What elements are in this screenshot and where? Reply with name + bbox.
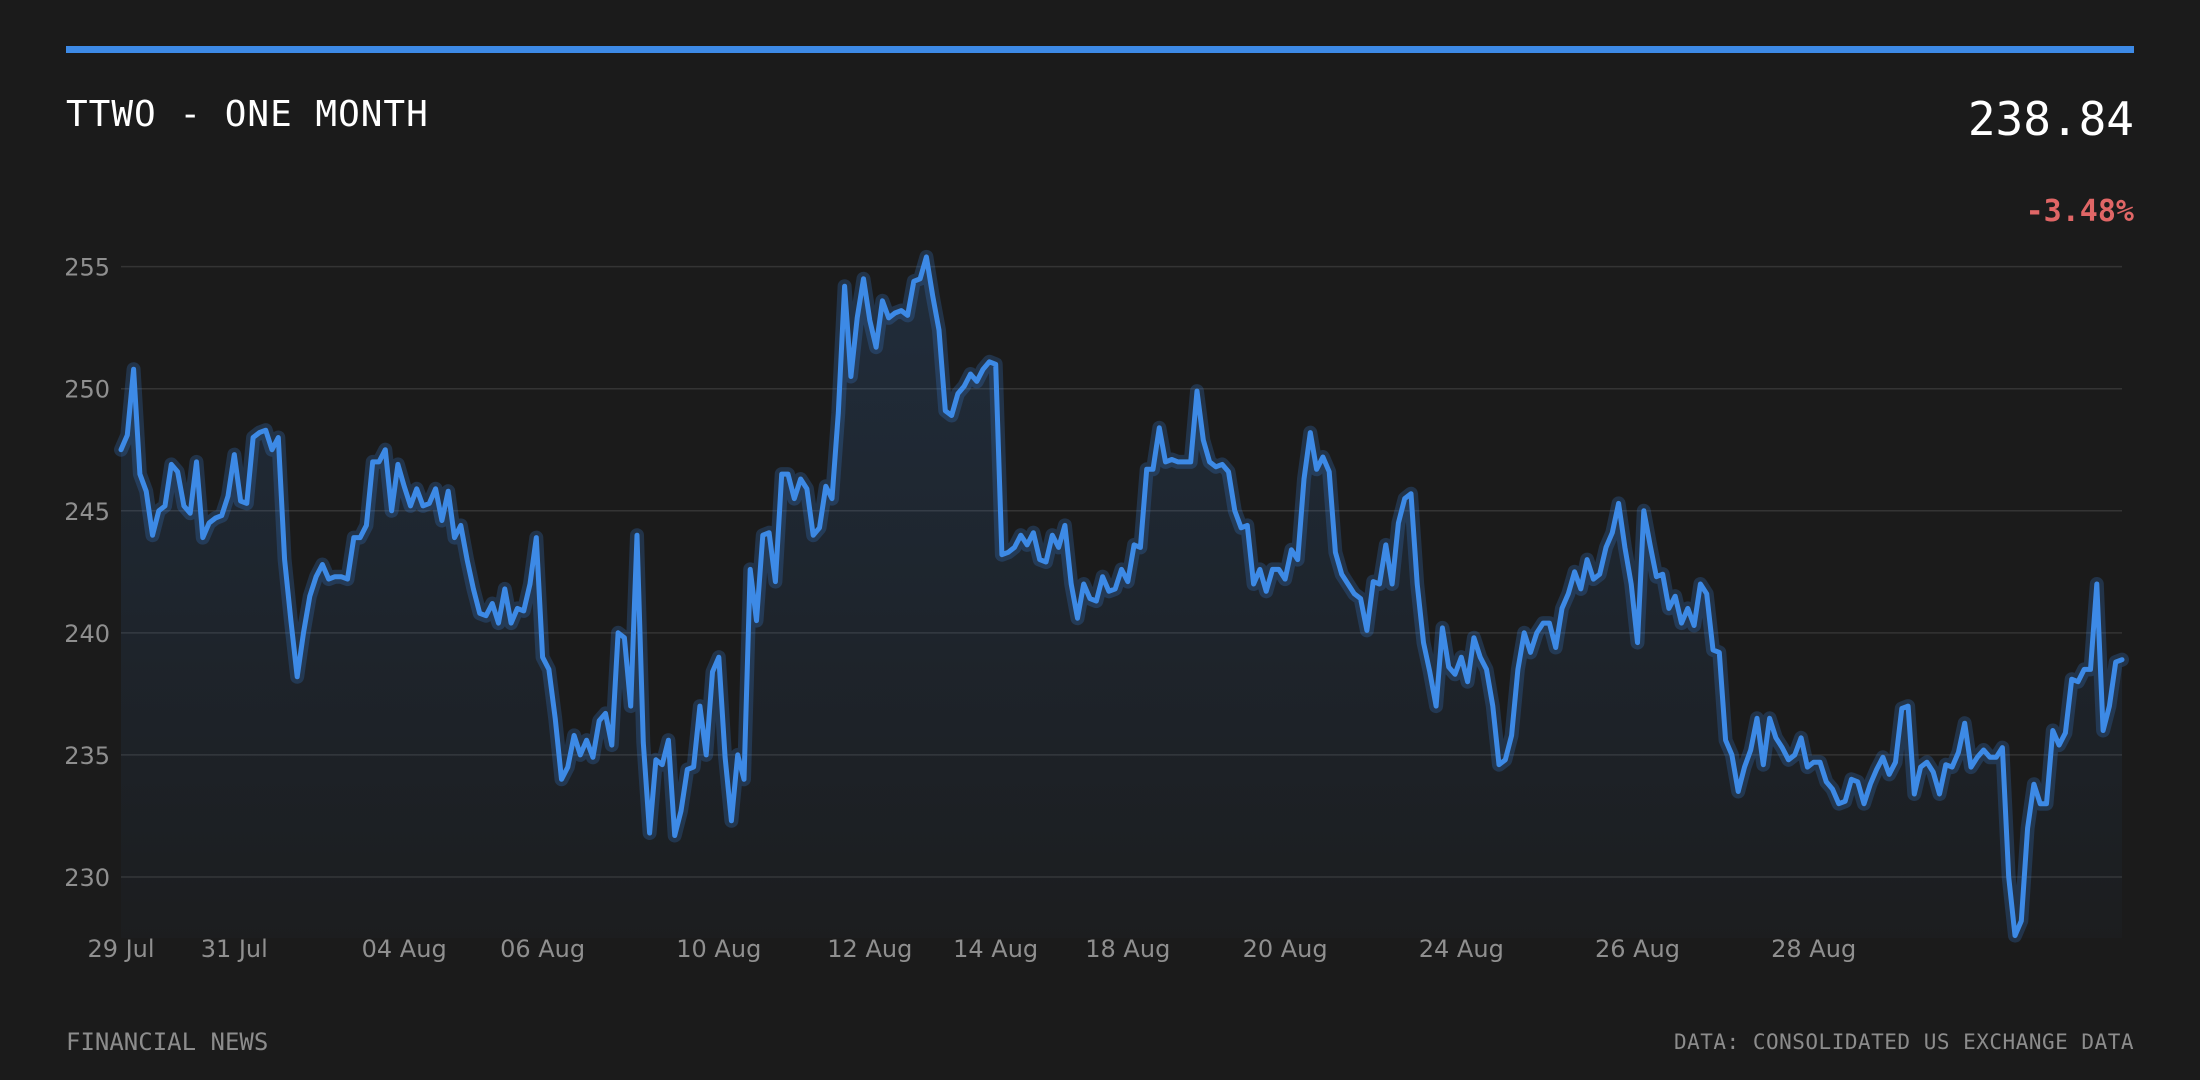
x-tick-label: 06 Aug [500,935,585,963]
price-area-fill [121,256,2122,938]
x-tick-label: 28 Aug [1771,935,1856,963]
x-tick-label: 29 Jul [87,935,154,963]
y-tick-label: 245 [64,498,110,526]
x-tick-label: 31 Jul [201,935,268,963]
footer-source-right: DATA: CONSOLIDATED US EXCHANGE DATA [1673,1030,2134,1054]
x-tick-label: 18 Aug [1085,935,1170,963]
x-tick-label: 14 Aug [953,935,1038,963]
x-tick-label: 04 Aug [362,935,447,963]
current-price: 238.84 [1967,92,2134,146]
x-tick-label: 26 Aug [1595,935,1680,963]
x-tick-label: 12 Aug [827,935,912,963]
price-line [118,254,2125,939]
x-tick-label: 20 Aug [1243,935,1328,963]
y-tick-label: 240 [64,620,110,648]
price-change: -3.48% [2025,194,2134,229]
chart-title: TTWO - ONE MONTH [66,94,429,135]
price-chart: 230 235 240 245 250 255 29 Jul 31 Jul 04 Aug 06 … [64,249,2129,963]
y-axis-labels: 230 235 240 245 250 255 [64,254,110,892]
y-tick-label: 235 [64,742,110,770]
y-tick-label: 255 [64,254,110,282]
x-axis-labels: 29 Jul 31 Jul 04 Aug 06 Aug 10 Aug 12 Aug 14 A… [87,935,1856,963]
x-tick-label: 10 Aug [676,935,761,963]
y-tick-label: 250 [64,376,110,404]
x-tick-label: 24 Aug [1419,935,1504,963]
accent-bar [66,46,2134,53]
y-tick-label: 230 [64,864,110,892]
footer-source-left: FINANCIAL NEWS [66,1028,269,1056]
